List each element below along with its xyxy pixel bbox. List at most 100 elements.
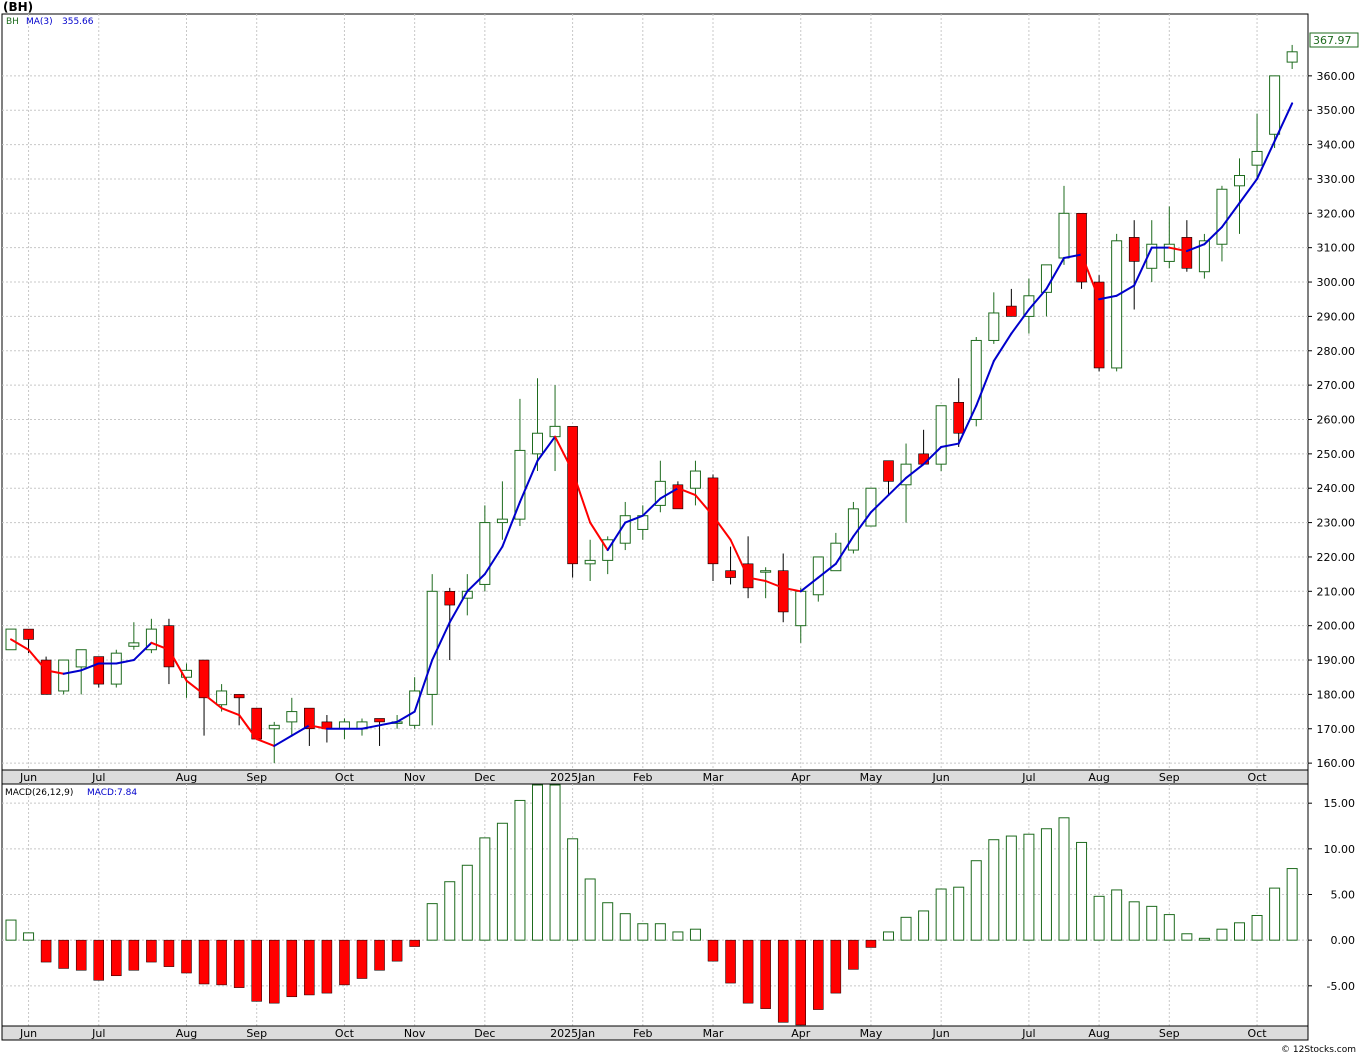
ma-segment xyxy=(729,538,750,579)
macd-x-axis-band xyxy=(1,1025,1309,1041)
ma-segment xyxy=(747,576,767,582)
ma-segment xyxy=(203,693,223,710)
ma-segment xyxy=(45,669,65,675)
macd-bar-negative xyxy=(146,939,157,963)
macd-y-tick-label: 5.00 xyxy=(1331,888,1356,901)
macd-x-tick-label: Sep xyxy=(1159,1027,1180,1040)
candle-up xyxy=(426,590,438,695)
candle-down xyxy=(1006,305,1017,317)
macd-bar-positive xyxy=(1023,833,1035,941)
ma-segment xyxy=(308,724,328,730)
candle-up xyxy=(760,570,772,573)
candle-up xyxy=(58,659,70,692)
ma-segment xyxy=(1220,202,1241,229)
macd-bar-negative xyxy=(865,939,877,948)
macd-x-tick-label: Apr xyxy=(791,1027,811,1040)
macd-bar-positive xyxy=(584,878,596,941)
macd-x-tick-label: Jun xyxy=(19,1027,37,1040)
candle-up xyxy=(988,312,1000,341)
macd-bar-positive xyxy=(1058,817,1070,941)
macd-bar-negative xyxy=(304,939,315,996)
candle-up xyxy=(110,652,122,685)
macd-bar-negative xyxy=(93,939,104,981)
candle-up xyxy=(812,556,824,596)
price-x-tick-label: Apr xyxy=(791,771,811,784)
candle-up xyxy=(145,628,157,651)
macd-bar-positive xyxy=(549,784,561,941)
ma-segment xyxy=(1168,246,1188,253)
macd-bar-negative xyxy=(848,939,859,970)
candle-up xyxy=(479,522,491,585)
price-y-tick-label: 160.00 xyxy=(1317,757,1356,770)
ma-segment xyxy=(817,562,837,579)
macd-bar-positive xyxy=(514,799,526,941)
macd-bar-negative xyxy=(742,939,754,1004)
macd-bar-negative xyxy=(391,939,403,962)
macd-bar-positive xyxy=(532,784,543,941)
macd-bar-positive xyxy=(5,919,17,941)
candle-up xyxy=(75,649,87,668)
price-y-tick-label: 200.00 xyxy=(1317,620,1356,633)
macd-bar-negative xyxy=(725,939,736,984)
ma-segment xyxy=(782,586,802,593)
price-y-tick-label: 250.00 xyxy=(1317,448,1356,461)
price-x-tick-label: Oct xyxy=(335,771,355,784)
macd-x-tick-label: Jun xyxy=(932,1027,950,1040)
macd-x-tick-label: Aug xyxy=(176,1027,197,1040)
ma-segment xyxy=(1273,102,1294,143)
candle-up xyxy=(1198,240,1210,273)
candle-up xyxy=(286,711,298,723)
candle-down xyxy=(707,477,719,565)
ma-segment xyxy=(764,580,785,589)
macd-bar-positive xyxy=(479,837,491,941)
price-x-tick-label: May xyxy=(860,771,883,784)
ma-segment xyxy=(10,638,30,651)
macd-y-tick-label: 0.00 xyxy=(1331,934,1356,947)
macd-bar-positive xyxy=(23,932,35,941)
price-y-tick-label: 170.00 xyxy=(1317,723,1356,736)
ma-segment xyxy=(957,404,978,445)
candle-up xyxy=(1023,295,1035,317)
macd-bar-positive xyxy=(602,902,614,941)
candles xyxy=(5,44,1298,764)
macd-bar-positive xyxy=(654,923,666,941)
candle-up xyxy=(654,480,666,506)
price-x-tick-label: Aug xyxy=(176,771,197,784)
macd-bar-negative xyxy=(374,939,385,971)
macd-x-tick-label: 2025Jan xyxy=(550,1027,595,1040)
candle-down xyxy=(444,591,456,606)
candle-up xyxy=(532,432,543,455)
macd-bar-positive xyxy=(496,822,508,941)
macd-x-tick-label: Mar xyxy=(703,1027,724,1040)
candle-down xyxy=(1128,237,1140,262)
macd-bar-positive xyxy=(1216,928,1228,941)
ma-segment xyxy=(624,514,644,524)
ma-segment xyxy=(992,332,1013,363)
candle-down xyxy=(567,426,578,565)
ma-segment xyxy=(1027,287,1048,311)
price-x-tick-label: Oct xyxy=(1248,771,1268,784)
ma-segment xyxy=(606,521,627,552)
ma-segment xyxy=(361,724,381,730)
candle-up xyxy=(268,724,280,730)
candle-down xyxy=(23,628,34,640)
candle-up xyxy=(549,425,561,438)
macd-bar-positive xyxy=(426,903,438,941)
macd-x-tick-label: Oct xyxy=(335,1027,355,1040)
ma-segment xyxy=(975,360,995,407)
ma-segment xyxy=(1115,284,1136,297)
macd-bar-positive xyxy=(900,916,912,941)
candle-down xyxy=(883,460,894,482)
macd-bar-positive xyxy=(1269,887,1281,941)
macd-x-tick-label: Sep xyxy=(246,1027,267,1040)
candle-up xyxy=(795,590,807,627)
macd-bar-positive xyxy=(461,864,473,941)
candle-up xyxy=(935,405,947,465)
ma-line xyxy=(10,102,1294,747)
candle-up xyxy=(1163,243,1175,262)
price-gridlines xyxy=(2,14,1308,770)
candle-up xyxy=(338,721,350,730)
candle-down xyxy=(198,659,210,699)
ma-segment xyxy=(1203,226,1223,246)
